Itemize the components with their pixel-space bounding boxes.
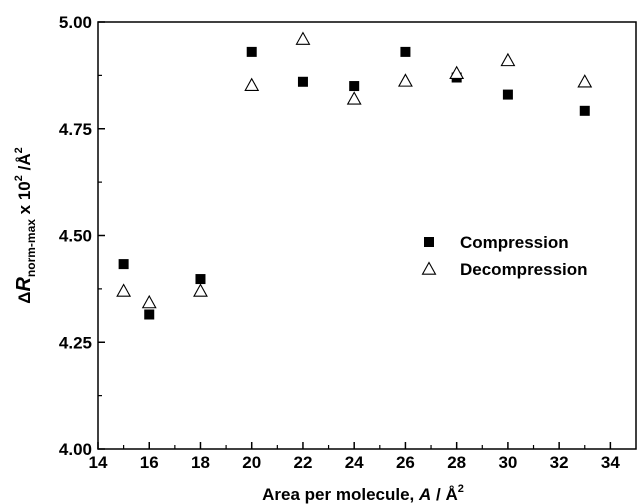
- legend-label: Compression: [460, 233, 569, 252]
- y-tick-label: 4.50: [59, 227, 92, 246]
- decompression-point: [116, 283, 132, 297]
- x-tick-label: 20: [242, 453, 261, 472]
- y-axis-label-tail: /Å: [15, 153, 34, 175]
- compression-point: [349, 81, 360, 92]
- x-axis-label-unit-sep: /: [431, 485, 445, 504]
- y-tick-label: 5.00: [59, 13, 92, 32]
- compression-point: [195, 274, 206, 285]
- x-axis-label-prefix: Area per molecule,: [262, 485, 419, 504]
- decompression-point: [346, 91, 362, 105]
- x-tick-label: 16: [140, 453, 159, 472]
- x-tick-label: 28: [447, 453, 466, 472]
- y-tick-label: 4.00: [59, 440, 92, 459]
- x-axis-label-var: A: [418, 485, 431, 504]
- y-tick-label: 4.25: [59, 333, 92, 352]
- x-tick-label: 34: [601, 453, 620, 472]
- x-tick-label: 26: [396, 453, 415, 472]
- y-axis-label-delta: Δ: [15, 292, 34, 304]
- y-axis-label-sub: norm-max: [24, 219, 38, 277]
- decompression-point: [141, 294, 157, 309]
- compression-point: [400, 46, 411, 57]
- axis-ticks: 14 16 18 20 22 24 26 28 30 32 34 4.00 4.25 4.50 4.75 5.…: [59, 13, 620, 472]
- y-tick-label: 4.75: [59, 120, 92, 139]
- y-axis-label-sup: 2: [13, 175, 25, 181]
- compression-point: [502, 89, 513, 100]
- x-tick-label: 22: [293, 453, 312, 472]
- legend-marker: [424, 237, 434, 247]
- decompression-point: [500, 52, 516, 67]
- decompression-point: [577, 74, 593, 88]
- compression-point: [144, 309, 155, 320]
- compression-point: [579, 105, 590, 116]
- compression-point: [246, 46, 257, 57]
- x-tick-label: 14: [89, 453, 108, 472]
- x-tick-label: 30: [498, 453, 517, 472]
- legend-marker: [421, 261, 437, 275]
- x-tick-label: 32: [550, 453, 569, 472]
- y-axis-label-tail-sup: 2: [13, 147, 25, 153]
- legend-label: Decompression: [460, 260, 588, 279]
- x-tick-label: 18: [191, 453, 210, 472]
- decompression-point: [193, 283, 208, 297]
- decompression-point: [295, 31, 311, 45]
- data-points: [116, 31, 593, 320]
- decompression-point: [397, 73, 413, 87]
- x-axis-label-unit-sup: 2: [458, 483, 464, 495]
- y-axis-label: ΔRnorm-max x 102 /Å2: [13, 147, 38, 303]
- y-axis-label-var: R: [13, 277, 35, 292]
- legend: Compression Decompression: [421, 233, 588, 279]
- compression-point: [118, 259, 129, 270]
- compression-point: [297, 76, 308, 87]
- x-axis-label-unit: Å: [445, 485, 457, 504]
- x-axis-label: Area per molecule, A / Å2: [262, 483, 464, 504]
- y-axis-label-mid: x 10: [15, 181, 34, 219]
- decompression-point: [244, 77, 260, 91]
- decompression-point: [449, 65, 465, 79]
- x-tick-label: 24: [345, 453, 364, 472]
